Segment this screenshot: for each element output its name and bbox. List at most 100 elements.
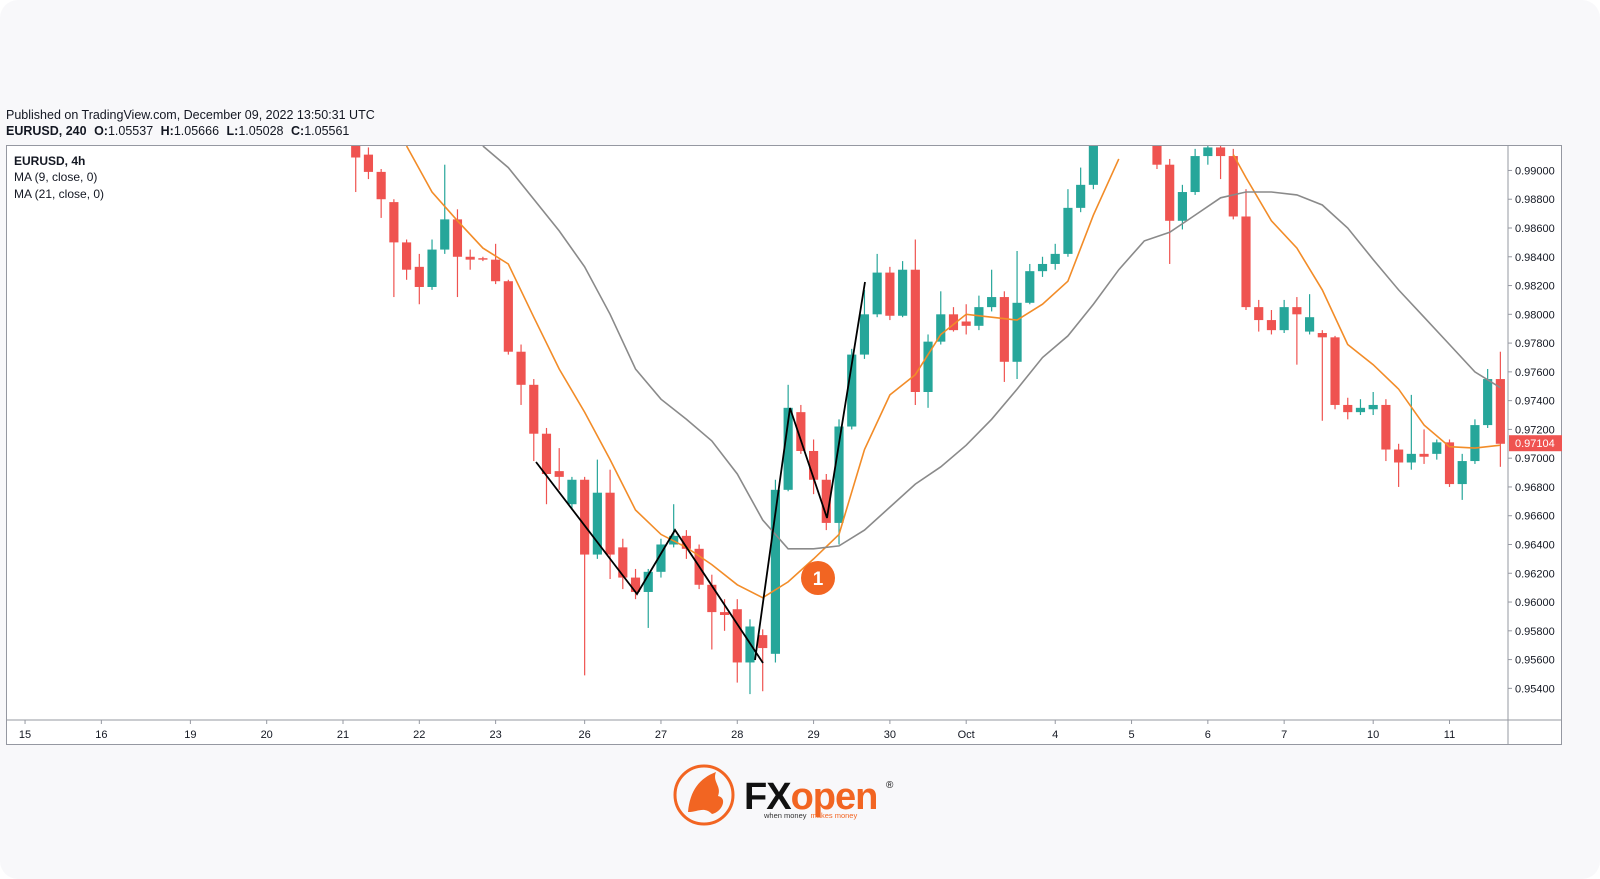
ohlc-value: 1.05561	[304, 124, 349, 138]
y-tick-label: 0.95400	[1515, 683, 1555, 695]
candle-body	[1050, 253, 1060, 264]
candle-body	[821, 479, 831, 523]
y-tick-label: 0.98400	[1515, 252, 1555, 264]
candle-body	[1343, 404, 1353, 413]
candle-body	[1215, 147, 1226, 157]
symbol-line: EURUSD, 240 O:1.05537 H:1.05666 L:1.0502…	[6, 124, 349, 138]
logo: FXopen ® when money makes money	[673, 764, 894, 826]
candle-body	[1317, 333, 1327, 338]
candle-body	[898, 269, 908, 316]
candle-body	[1177, 192, 1187, 221]
candle-body	[758, 635, 768, 649]
candle-body	[656, 544, 666, 572]
candle-body	[1012, 302, 1022, 362]
candle-body	[1394, 449, 1404, 463]
candle-body	[1254, 307, 1264, 321]
logo-emblem-figure	[688, 772, 724, 814]
candle-body	[478, 258, 488, 260]
candle-body	[1063, 207, 1073, 254]
candle-body	[1419, 453, 1429, 457]
candle-body	[1088, 146, 1098, 185]
candle-body	[732, 609, 742, 663]
candle-body	[847, 354, 857, 427]
ohlc-key: C:	[291, 124, 304, 138]
candle-body	[1203, 147, 1213, 157]
ohlc-value: 1.05666	[174, 124, 219, 138]
x-tick-label: 11	[1444, 729, 1455, 741]
x-tick-label: 29	[807, 729, 819, 741]
candle-body	[948, 314, 959, 331]
candle-body	[389, 202, 399, 243]
candle-body	[1228, 156, 1238, 217]
x-tick-label: 15	[19, 729, 31, 741]
x-tick-label: 23	[489, 729, 501, 741]
candle-body	[681, 535, 691, 549]
ohlc-value: 1.05028	[238, 124, 283, 138]
candle-body	[885, 272, 895, 316]
candle-body	[1025, 271, 1035, 303]
candle-body	[796, 412, 806, 451]
ohlc-key: H:	[161, 124, 174, 138]
x-tick-label: 26	[579, 729, 591, 741]
y-tick-label: 0.97000	[1515, 453, 1555, 465]
candle-body	[1076, 184, 1086, 208]
candle-body	[859, 314, 870, 355]
y-tick-label: 0.96000	[1515, 597, 1555, 609]
candle-body	[567, 479, 577, 505]
candle-body	[872, 272, 882, 315]
candle-body	[402, 242, 412, 270]
x-tick-label: 5	[1128, 729, 1134, 741]
x-tick-label: 21	[337, 729, 349, 741]
y-tick-label: 0.96200	[1515, 568, 1555, 580]
y-tick-label: 0.97800	[1515, 338, 1555, 350]
last-price-label: 0.97104	[1515, 438, 1555, 450]
x-tick-label: 7	[1281, 729, 1287, 741]
candle-body	[363, 154, 374, 172]
y-tick-label: 0.97600	[1515, 367, 1555, 379]
x-tick-label: 20	[261, 729, 273, 741]
candle-body	[809, 450, 819, 480]
x-tick-label: 4	[1052, 729, 1058, 741]
candle-body	[605, 492, 615, 555]
logo-registered: ®	[886, 780, 894, 791]
candle-body	[1190, 156, 1200, 193]
y-tick-label: 0.98600	[1515, 223, 1555, 235]
candle-body	[554, 471, 564, 477]
logo-emblem	[673, 764, 735, 826]
ma-line	[482, 146, 1501, 550]
y-tick-label: 0.96600	[1515, 511, 1555, 523]
legend-entry: MA (9, close, 0)	[14, 170, 97, 184]
candle-body	[1165, 164, 1175, 221]
x-tick-label: 19	[184, 729, 196, 741]
y-tick-label: 0.96800	[1515, 482, 1555, 494]
y-tick-label: 0.97200	[1515, 424, 1555, 436]
candle-body	[1152, 146, 1162, 165]
logo-brand-open: open	[791, 776, 878, 818]
published-line: Published on TradingView.com, December 0…	[6, 108, 375, 122]
candle-body	[580, 479, 590, 555]
x-tick-label: 28	[731, 729, 743, 741]
candle-body	[1368, 404, 1378, 410]
candle-body	[452, 219, 463, 257]
candle-body	[465, 256, 475, 260]
candle-body	[491, 259, 501, 282]
candle-body	[529, 384, 539, 434]
candle-body	[1432, 442, 1442, 454]
y-tick-label: 0.96400	[1515, 539, 1555, 551]
candle-body	[770, 489, 781, 654]
candle-body	[923, 341, 933, 392]
candle-body	[910, 269, 920, 392]
x-tick-label: Oct	[958, 729, 975, 741]
candle-body	[630, 577, 641, 592]
candle-body	[719, 612, 730, 615]
candle-body	[1241, 216, 1251, 308]
candle-body	[414, 266, 424, 287]
candle-body	[999, 297, 1009, 362]
candle-body	[1406, 453, 1416, 463]
axes: 0.95400 0.95600 0.95800 0.96000 0.96200 0.964…	[19, 165, 1562, 741]
annotation-marker	[801, 561, 835, 595]
ma-line	[405, 146, 1501, 599]
y-tick-label: 0.95600	[1515, 655, 1555, 667]
candle-body	[503, 281, 513, 352]
candle-body	[936, 314, 946, 342]
